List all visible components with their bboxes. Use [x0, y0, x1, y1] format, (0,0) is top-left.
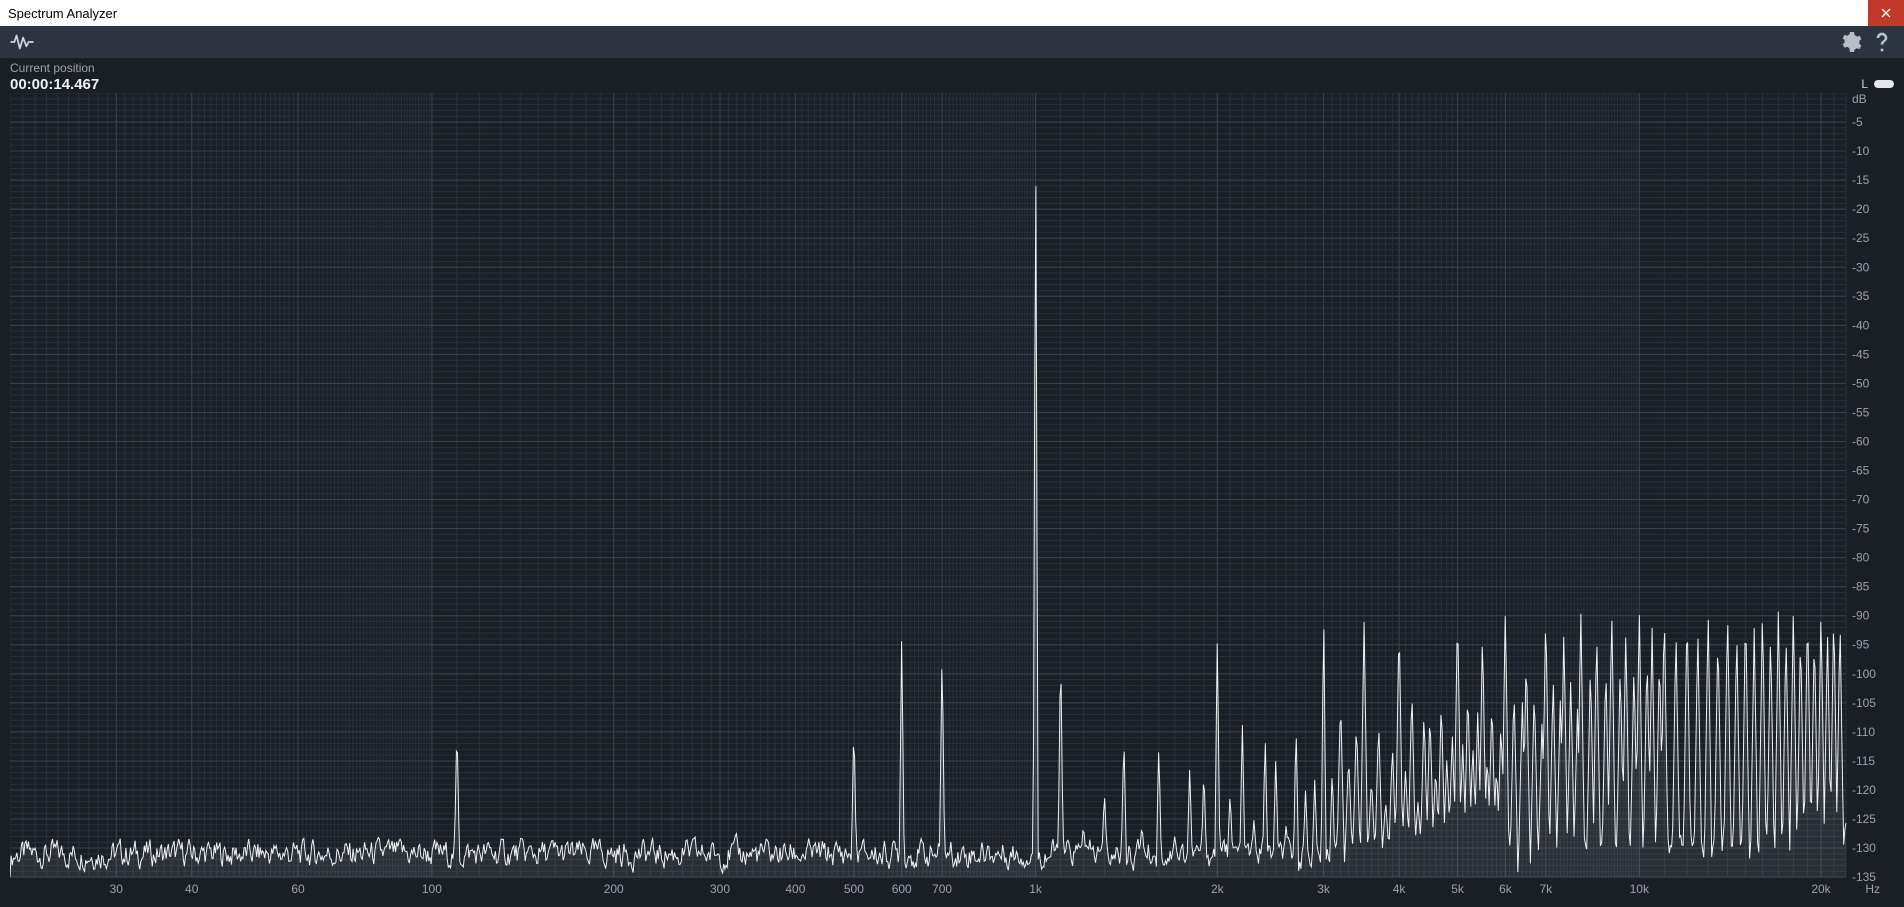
svg-text:-105: -105 — [1852, 696, 1876, 710]
spectrum-chart: 30 40 60 100 200 300 400 500 600 700 1k 2k 3k 4k 5k 6k 7… — [10, 93, 1894, 899]
close-button[interactable] — [1868, 0, 1904, 26]
svg-text:100: 100 — [422, 882, 442, 896]
svg-text:-50: -50 — [1852, 376, 1870, 390]
svg-text:-30: -30 — [1852, 260, 1870, 274]
app-window: Spectrum Analyzer Current position 00:00… — [0, 0, 1904, 907]
svg-text:-15: -15 — [1852, 173, 1870, 187]
svg-text:7k: 7k — [1539, 882, 1552, 896]
svg-text:-65: -65 — [1852, 464, 1870, 478]
svg-text:-125: -125 — [1852, 812, 1876, 826]
svg-text:dB: dB — [1852, 93, 1867, 106]
svg-text:500: 500 — [844, 882, 864, 896]
svg-text:-5: -5 — [1852, 115, 1863, 129]
svg-text:30: 30 — [110, 882, 124, 896]
svg-text:-100: -100 — [1852, 667, 1876, 681]
svg-text:2k: 2k — [1211, 882, 1224, 896]
svg-text:300: 300 — [710, 882, 730, 896]
position-label: Current position — [10, 62, 99, 76]
svg-text:-75: -75 — [1852, 522, 1870, 536]
svg-text:3k: 3k — [1317, 882, 1330, 896]
svg-text:-25: -25 — [1852, 231, 1870, 245]
svg-text:Hz: Hz — [1865, 882, 1880, 896]
svg-text:-115: -115 — [1852, 754, 1875, 768]
svg-text:-130: -130 — [1852, 841, 1876, 855]
svg-text:700: 700 — [932, 882, 952, 896]
position-value: 00:00:14.467 — [10, 76, 99, 93]
svg-text:-80: -80 — [1852, 551, 1870, 565]
svg-text:-10: -10 — [1852, 144, 1870, 158]
svg-text:400: 400 — [785, 882, 805, 896]
toolbar — [0, 26, 1904, 58]
svg-text:-120: -120 — [1852, 783, 1876, 797]
svg-text:5k: 5k — [1451, 882, 1464, 896]
svg-text:600: 600 — [892, 882, 912, 896]
svg-text:4k: 4k — [1393, 882, 1406, 896]
svg-text:10k: 10k — [1630, 882, 1649, 896]
svg-text:-85: -85 — [1852, 580, 1870, 594]
svg-text:1k: 1k — [1029, 882, 1042, 896]
title-bar[interactable]: Spectrum Analyzer — [0, 0, 1904, 26]
svg-text:20k: 20k — [1811, 882, 1830, 896]
svg-text:-90: -90 — [1852, 609, 1870, 623]
svg-text:-135: -135 — [1852, 870, 1876, 884]
plot-area[interactable]: 30 40 60 100 200 300 400 500 600 700 1k 2k 3k 4k 5k 6k 7… — [0, 93, 1904, 907]
svg-text:-20: -20 — [1852, 202, 1870, 216]
gear-icon[interactable] — [1838, 30, 1862, 54]
info-bar: Current position 00:00:14.467 L — [0, 58, 1904, 93]
waveform-icon[interactable] — [10, 30, 34, 54]
svg-text:-110: -110 — [1852, 725, 1875, 739]
svg-text:60: 60 — [291, 882, 305, 896]
window-title: Spectrum Analyzer — [8, 6, 117, 21]
close-icon — [1881, 8, 1891, 18]
svg-text:6k: 6k — [1499, 882, 1512, 896]
svg-text:-60: -60 — [1852, 435, 1870, 449]
channel-label: L — [1861, 77, 1868, 91]
svg-text:-70: -70 — [1852, 493, 1870, 507]
svg-text:-40: -40 — [1852, 318, 1870, 332]
help-icon[interactable] — [1870, 30, 1894, 54]
svg-text:-35: -35 — [1852, 289, 1870, 303]
svg-text:-95: -95 — [1852, 638, 1870, 652]
channel-pill — [1874, 80, 1894, 88]
svg-text:-45: -45 — [1852, 347, 1870, 361]
svg-text:40: 40 — [185, 882, 199, 896]
svg-text:200: 200 — [604, 882, 624, 896]
svg-text:-55: -55 — [1852, 406, 1870, 420]
channel-indicator[interactable]: L — [1861, 77, 1894, 93]
